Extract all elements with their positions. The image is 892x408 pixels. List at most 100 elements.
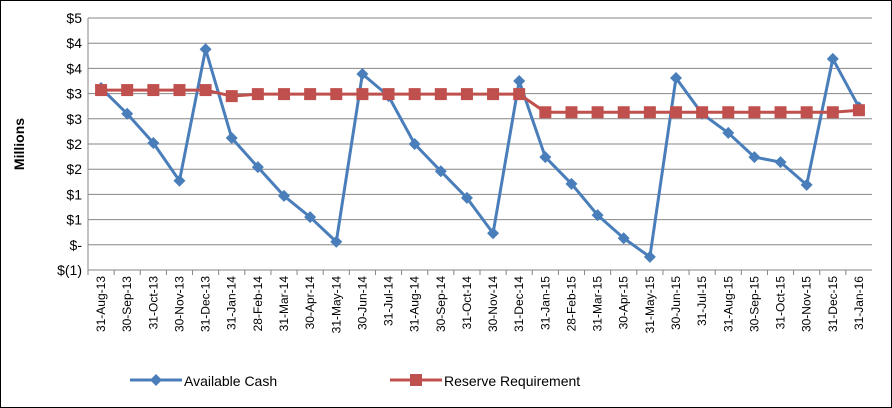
- x-tick-label: 30-Nov-14: [486, 276, 500, 332]
- x-tick-label: 30-Apr-14: [303, 276, 317, 330]
- y-tick-label: $2: [66, 161, 82, 177]
- legend-label: Reserve Requirement: [444, 373, 580, 389]
- y-tick-label: $2: [66, 136, 82, 152]
- point-marker: [643, 106, 656, 119]
- point-marker: [539, 106, 552, 119]
- x-tick-label: 30-Sep-15: [747, 276, 761, 332]
- point-marker: [382, 88, 395, 101]
- point-marker: [330, 235, 343, 248]
- legend-marker: [410, 374, 422, 386]
- x-tick-label: 30-Apr-15: [617, 276, 631, 330]
- point-marker: [539, 151, 552, 164]
- y-tick-label: $3: [66, 86, 82, 102]
- point-marker: [670, 71, 682, 84]
- point-marker: [748, 106, 761, 119]
- x-tick-label: 31-May-14: [329, 276, 343, 334]
- point-marker: [408, 138, 421, 150]
- y-tick-label: $1: [66, 186, 82, 202]
- x-tick-label: 31-Jul-15: [695, 276, 709, 326]
- point-marker: [591, 106, 604, 119]
- x-tick-label: 31-Aug-15: [721, 276, 735, 332]
- point-marker: [591, 209, 604, 222]
- x-tick-label: 31-Oct-15: [774, 276, 788, 330]
- x-tick-label: 31-Aug-14: [408, 276, 422, 332]
- x-tick-label: 30-Jun-15: [669, 276, 683, 330]
- x-tick-label: 30-Nov-13: [172, 276, 186, 332]
- x-tick-label: 31-Jan-16: [852, 276, 866, 330]
- point-marker: [670, 106, 682, 119]
- point-marker: [147, 84, 160, 97]
- x-tick-label: 31-Jul-14: [382, 276, 396, 326]
- x-tick-label: 31-Mar-14: [277, 276, 291, 332]
- point-marker: [487, 227, 500, 240]
- point-marker: [826, 106, 839, 119]
- point-marker: [774, 156, 787, 169]
- x-tick-label: 30-Jun-14: [355, 276, 369, 330]
- point-marker: [121, 84, 134, 97]
- x-tick-label: 31-Dec-13: [199, 276, 213, 332]
- y-axis-label: Millions: [11, 118, 27, 170]
- point-marker: [225, 131, 238, 144]
- point-marker: [95, 84, 108, 97]
- point-marker: [408, 88, 421, 101]
- point-marker: [304, 88, 317, 101]
- point-marker: [434, 165, 447, 178]
- point-marker: [121, 107, 134, 120]
- point-marker: [748, 151, 761, 164]
- x-tick-label: 30-Nov-15: [800, 276, 814, 332]
- point-marker: [774, 106, 787, 119]
- point-marker: [251, 161, 264, 174]
- x-tick-label: 31-Dec-15: [826, 276, 840, 332]
- point-marker: [356, 88, 369, 101]
- point-marker: [696, 106, 709, 119]
- x-tick-label: 28-Feb-15: [564, 276, 578, 332]
- point-marker: [565, 106, 578, 119]
- y-tick-label: $4: [66, 60, 82, 76]
- x-tick-label: 28-Feb-14: [251, 276, 265, 332]
- legend-label: Available Cash: [184, 373, 277, 389]
- x-tick-label: 31-Jan-15: [538, 276, 552, 330]
- point-marker: [852, 104, 865, 117]
- point-marker: [800, 178, 813, 191]
- legend-marker: [150, 374, 162, 386]
- x-tick-label: 31-Oct-13: [146, 276, 160, 330]
- point-marker: [330, 88, 343, 101]
- point-marker: [826, 52, 839, 65]
- point-marker: [434, 88, 447, 101]
- point-marker: [199, 84, 212, 97]
- x-tick-label: 31-Oct-14: [460, 276, 474, 330]
- point-marker: [722, 106, 735, 119]
- point-marker: [513, 75, 526, 87]
- point-marker: [278, 189, 290, 202]
- x-tick-label: 31-Jan-14: [225, 276, 239, 330]
- y-tick-label: $-: [70, 237, 83, 253]
- y-tick-label: $3: [66, 111, 82, 127]
- y-tick-label: $5: [66, 10, 82, 26]
- y-tick-label: $1: [66, 212, 82, 228]
- x-tick-label: 31-Aug-13: [94, 276, 108, 332]
- point-marker: [173, 174, 186, 187]
- point-marker: [460, 191, 473, 204]
- point-marker: [460, 88, 473, 101]
- point-marker: [617, 106, 630, 119]
- x-tick-label: 30-Sep-13: [120, 276, 134, 332]
- point-marker: [251, 88, 264, 101]
- x-tick-label: 31-Mar-15: [591, 276, 605, 332]
- point-marker: [643, 250, 656, 263]
- point-marker: [304, 211, 317, 224]
- point-marker: [225, 90, 238, 103]
- x-tick-label: 31-Dec-14: [512, 276, 526, 332]
- x-tick-label: 31-May-15: [643, 276, 657, 334]
- point-marker: [199, 43, 212, 56]
- x-tick-label: 30-Sep-14: [434, 276, 448, 332]
- point-marker: [356, 67, 369, 80]
- point-marker: [722, 126, 735, 139]
- point-marker: [800, 106, 813, 119]
- point-marker: [173, 84, 186, 97]
- y-tick-label: $(1): [57, 262, 82, 278]
- point-marker: [278, 88, 290, 101]
- point-marker: [617, 232, 630, 245]
- series-line: [100, 48, 861, 260]
- point-marker: [565, 177, 578, 190]
